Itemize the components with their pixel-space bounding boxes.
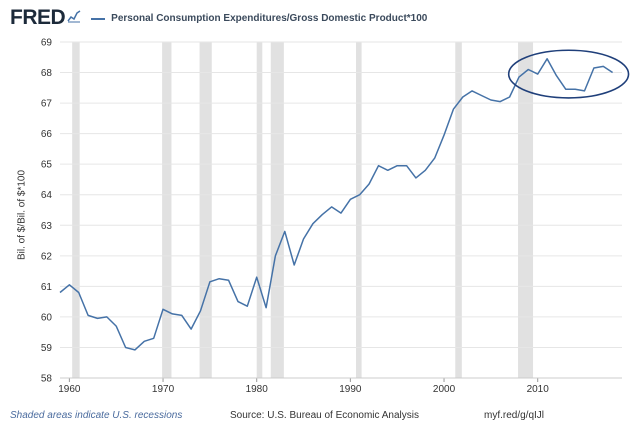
recession-band <box>355 42 362 378</box>
x-tick-label: 1990 <box>339 384 362 395</box>
recession-band <box>270 42 284 378</box>
recession-band <box>256 42 263 378</box>
short-link[interactable]: myf.red/g/qIJl <box>484 410 545 421</box>
recession-band <box>162 42 172 378</box>
fred-logo[interactable]: FRED <box>10 6 66 29</box>
x-tick-label: 1970 <box>152 384 175 395</box>
source-credit: Source: U.S. Bureau of Economic Analysis <box>230 410 419 421</box>
legend-swatch <box>91 17 106 20</box>
x-tick-label: 2010 <box>527 384 550 395</box>
series-line <box>59 58 614 351</box>
y-tick-label: 68 <box>41 68 53 79</box>
x-tick-label: 1960 <box>58 384 81 395</box>
chart-trend-icon <box>67 9 81 28</box>
recession-band <box>518 42 534 378</box>
annotation-ellipse <box>507 49 630 99</box>
recession-note: Shaded areas indicate U.S. recessions <box>10 410 183 421</box>
x-tick-label: 1980 <box>246 384 269 395</box>
y-tick-label: 65 <box>41 160 53 171</box>
y-tick-label: 59 <box>41 343 53 354</box>
x-tick-label: 2000 <box>433 384 456 395</box>
y-tick-label: 63 <box>41 221 53 232</box>
y-tick-label: 66 <box>41 129 53 140</box>
y-tick-label: 61 <box>41 282 53 293</box>
recession-band <box>199 42 212 378</box>
y-tick-label: 69 <box>41 38 53 49</box>
header: FRED Personal Consumption Expenditures/G… <box>10 6 427 30</box>
y-tick-label: 64 <box>41 190 53 201</box>
recession-band <box>72 42 80 378</box>
y-tick-label: 60 <box>41 312 53 323</box>
y-tick-label: 67 <box>41 99 53 110</box>
y-tick-label: 58 <box>41 374 53 385</box>
y-tick-label: 62 <box>41 251 53 262</box>
recession-band <box>455 42 462 378</box>
legend-series-title: Personal Consumption Expenditures/Gross … <box>111 12 428 24</box>
